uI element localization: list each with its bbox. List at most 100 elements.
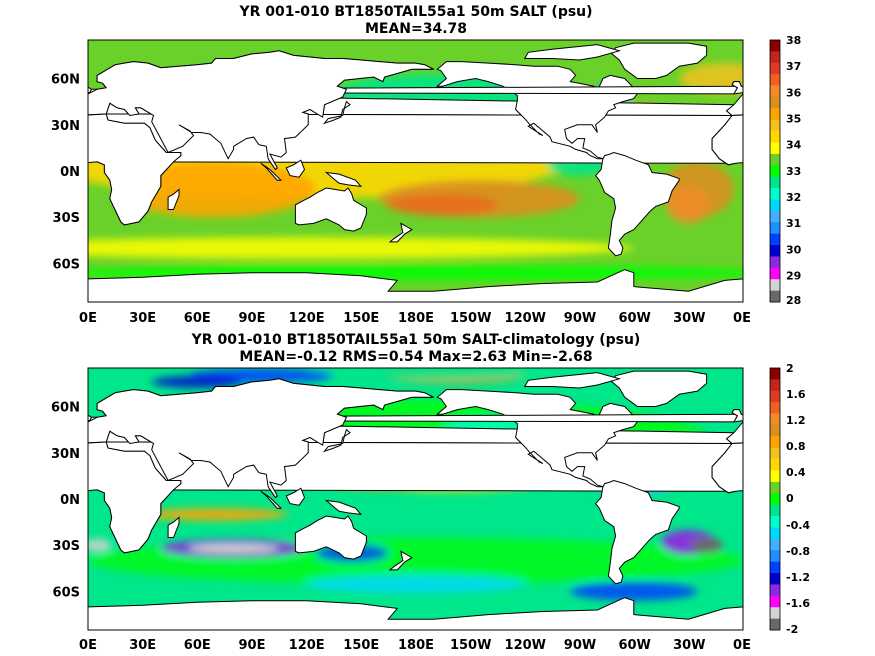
colorbar (769, 367, 781, 631)
colorbar-swatch (770, 493, 780, 505)
colorbar-swatch (770, 595, 780, 608)
y-axis-ticks: 60N 30N 0N 30S 60S (51, 73, 80, 273)
colorbar-tick-label: -1.2 (786, 571, 810, 584)
landmass-greenland (611, 42, 708, 79)
colorbar-swatch (770, 74, 780, 86)
landmass-namerica (435, 61, 641, 160)
landmass-eurasia (742, 421, 743, 423)
y-tick-label: 60S (53, 258, 80, 273)
colorbar-swatch (770, 424, 780, 437)
colorbar-swatch (770, 62, 780, 75)
y-tick-label: 0N (60, 493, 80, 508)
colorbar-swatch (770, 538, 780, 551)
colorbar-swatch (770, 188, 780, 200)
x-tick-label: 30E (129, 311, 156, 326)
landmass-eurasia (742, 93, 743, 95)
colorbar-tick-label: -2 (786, 623, 798, 636)
plot-frame (87, 367, 744, 631)
colorbar-tick-label: 0 (786, 492, 794, 505)
map-plot-area (87, 39, 875, 303)
colorbar-swatch (770, 279, 780, 291)
x-tick-label: 60E (184, 311, 211, 326)
salinity-anomaly-map-panel: YR 001-010 BT1850TAIL55a1 50m SALT-clima… (51, 332, 875, 653)
x-tick-label: 60W (618, 638, 650, 653)
field-cell (306, 574, 525, 594)
landmass-sumatra (260, 162, 283, 181)
colorbar-swatch (770, 119, 780, 132)
landmass-uk (745, 410, 875, 422)
colorbar-swatch (770, 142, 780, 155)
field-cell (388, 194, 498, 216)
x-tick-label: 0E (733, 638, 751, 653)
landmass-uk-wrap (731, 81, 743, 95)
colorbar-swatch (770, 516, 780, 528)
colorbar-ticks: 2 1.6 1.2 0.8 0.4 0 -0.4 -0.8 -1.2 -1.6 … (786, 362, 810, 636)
colorbar-swatch (770, 176, 780, 189)
field-cell (88, 539, 112, 552)
y-axis-ticks: 60N 30N 0N 30S 60S (51, 401, 80, 601)
colorbar-swatch (770, 470, 780, 483)
field-cell (666, 186, 711, 224)
x-tick-label: 30W (673, 311, 705, 326)
field-cell (115, 161, 316, 218)
chart-subtitle: MEAN=-0.12 RMS=0.54 Max=2.63 Min=-2.68 (239, 349, 592, 365)
landmass-australia (294, 515, 367, 560)
landmass-madagascar (823, 518, 834, 538)
colorbar-tick-label: 1.2 (786, 414, 806, 427)
colorbar-tick-label: 2 (786, 362, 794, 375)
x-tick-label: 150E (343, 311, 379, 326)
colorbar-swatch (770, 85, 780, 98)
colorbar-swatch (770, 222, 780, 234)
landmass-eurasia-wrap (88, 50, 434, 171)
colorbar-tick-label: -1.6 (786, 597, 810, 610)
landmass-antarctica (742, 278, 743, 302)
landmass-madagascar (823, 190, 834, 210)
x-tick-label: 0E (79, 638, 97, 653)
map-clip-group (88, 368, 875, 630)
colorbar-swatch (770, 573, 780, 585)
colorbar-swatch (770, 481, 780, 494)
colorbar-swatch (770, 447, 780, 460)
land-mask (88, 370, 875, 630)
chart-title: YR 001-010 BT1850TAIL55a1 50m SALT-clima… (191, 332, 641, 348)
colorbar-swatch (770, 199, 780, 212)
y-tick-label: 30S (53, 211, 80, 226)
colorbar-tick-label: 29 (786, 270, 801, 283)
field-cell (151, 375, 243, 389)
x-tick-label: 150W (450, 638, 491, 653)
colorbar-tick-label: -0.4 (786, 519, 810, 532)
colorbar-swatch (770, 379, 780, 392)
field-cell (188, 543, 280, 553)
colorbar-swatch (770, 368, 780, 380)
colorbar (769, 39, 781, 303)
colorbar-swatch (770, 153, 780, 166)
colorbar-tick-label: 0.8 (786, 440, 806, 453)
chart-subtitle: MEAN=34.78 (365, 21, 467, 37)
landmass-sumatra (260, 490, 283, 509)
x-tick-label: 120W (505, 638, 546, 653)
y-tick-label: 30S (53, 539, 80, 554)
colorbar-swatch (770, 245, 780, 257)
landmass-uk (745, 82, 875, 94)
colorbar-swatch (770, 165, 780, 177)
x-tick-label: 90E (239, 311, 266, 326)
colorbar-swatch (770, 108, 780, 121)
colorbar-tick-label: 37 (786, 60, 801, 73)
landmass-uk-wrap (88, 414, 93, 422)
x-tick-label: 90W (564, 311, 596, 326)
colorbar-tick-label: 31 (786, 217, 801, 230)
colorbar-swatch (770, 256, 780, 269)
x-tick-label: 120E (289, 638, 325, 653)
colorbar-tick-label: 28 (786, 294, 801, 307)
landmass-borneo (285, 487, 306, 506)
landmass-newguinea (324, 171, 363, 188)
landmass-japan (323, 428, 351, 453)
colorbar-tick-label: 35 (786, 113, 801, 126)
colorbar-swatch (770, 402, 780, 414)
chart-title: YR 001-010 BT1850TAIL55a1 50m SALT (psu) (238, 4, 592, 20)
y-tick-label: 60N (51, 73, 80, 88)
x-tick-label: 120W (505, 311, 546, 326)
x-tick-label: 30W (673, 638, 705, 653)
landmass-africa-wrap (711, 114, 743, 166)
colorbar-swatch (770, 40, 780, 52)
